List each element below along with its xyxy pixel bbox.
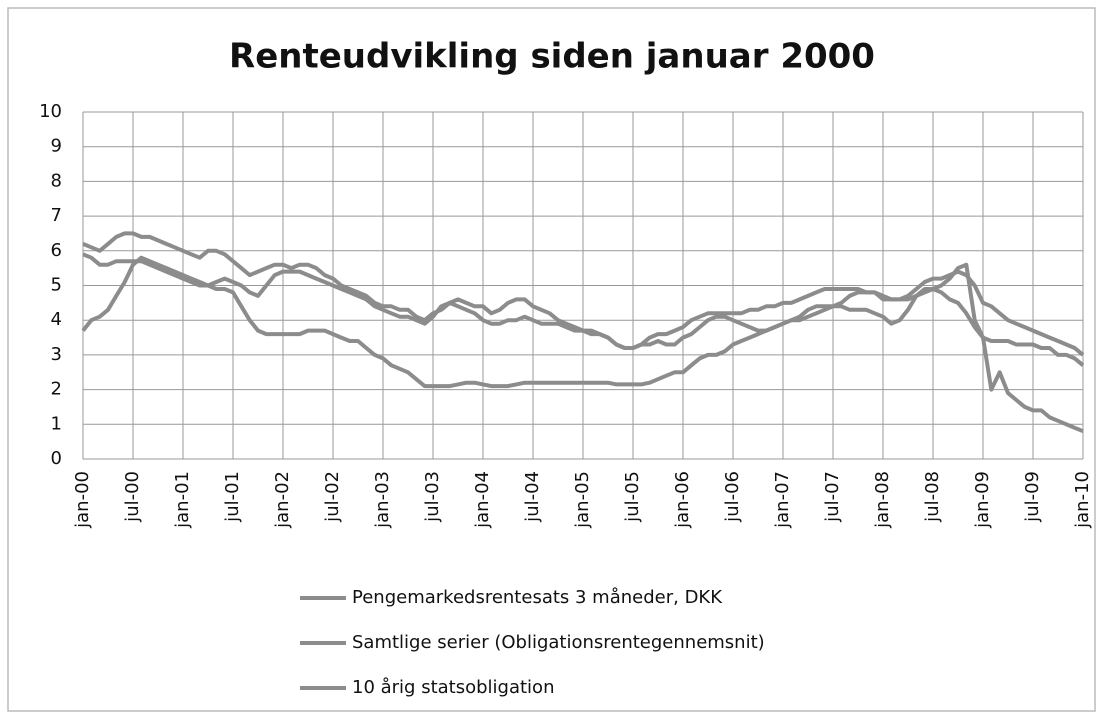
x-tick-label: jan-04	[472, 471, 493, 529]
x-tick-label: jul-09	[1022, 471, 1043, 523]
x-tick-label: jan-03	[372, 471, 393, 529]
x-tick-label: jul-08	[922, 471, 943, 523]
y-tick-label: 2	[51, 379, 62, 400]
x-tick-label: jul-06	[722, 471, 743, 523]
chart-frame	[7, 7, 1096, 712]
x-tick-label: jul-04	[522, 471, 543, 523]
legend-label: Pengemarkedsrentesats 3 måneder, DKK	[352, 587, 723, 608]
x-tick-label: jan-01	[172, 471, 193, 529]
y-tick-label: 10	[39, 101, 62, 122]
x-tick-label: jul-03	[422, 471, 443, 523]
x-tick-label: jul-01	[222, 471, 243, 523]
y-tick-label: 0	[51, 448, 62, 469]
series-line	[82, 231, 1085, 367]
x-tick-label: jan-05	[572, 471, 593, 529]
x-tick-label: jul-07	[822, 471, 843, 523]
x-tick-label: jul-02	[322, 471, 343, 523]
chart-title: Renteudvikling siden januar 2000	[229, 37, 875, 77]
x-tick-label: jan-09	[972, 471, 993, 529]
y-tick-label: 5	[51, 275, 62, 296]
x-tick-label: jul-05	[622, 471, 643, 523]
y-tick-label: 6	[51, 240, 62, 261]
y-tick-label: 9	[51, 136, 62, 157]
y-tick-label: 4	[51, 309, 62, 330]
x-tick-label: jul-00	[122, 471, 143, 523]
x-tick-label: jan-08	[872, 471, 893, 529]
y-tick-label: 7	[51, 205, 62, 226]
x-tick-label: jan-00	[72, 471, 93, 529]
x-tick-label: jan-06	[672, 471, 693, 529]
x-tick-label: jan-07	[772, 471, 793, 529]
y-tick-label: 8	[51, 170, 62, 191]
y-tick-label: 1	[51, 413, 62, 434]
legend-label: 10 årig statsobligation	[352, 677, 554, 698]
legend-label: Samtlige serier (Obligationsrentegennems…	[352, 632, 765, 653]
x-tick-label: jan-02	[272, 471, 293, 529]
y-tick-label: 3	[51, 344, 62, 365]
x-tick-label: jan-10	[1072, 471, 1093, 529]
